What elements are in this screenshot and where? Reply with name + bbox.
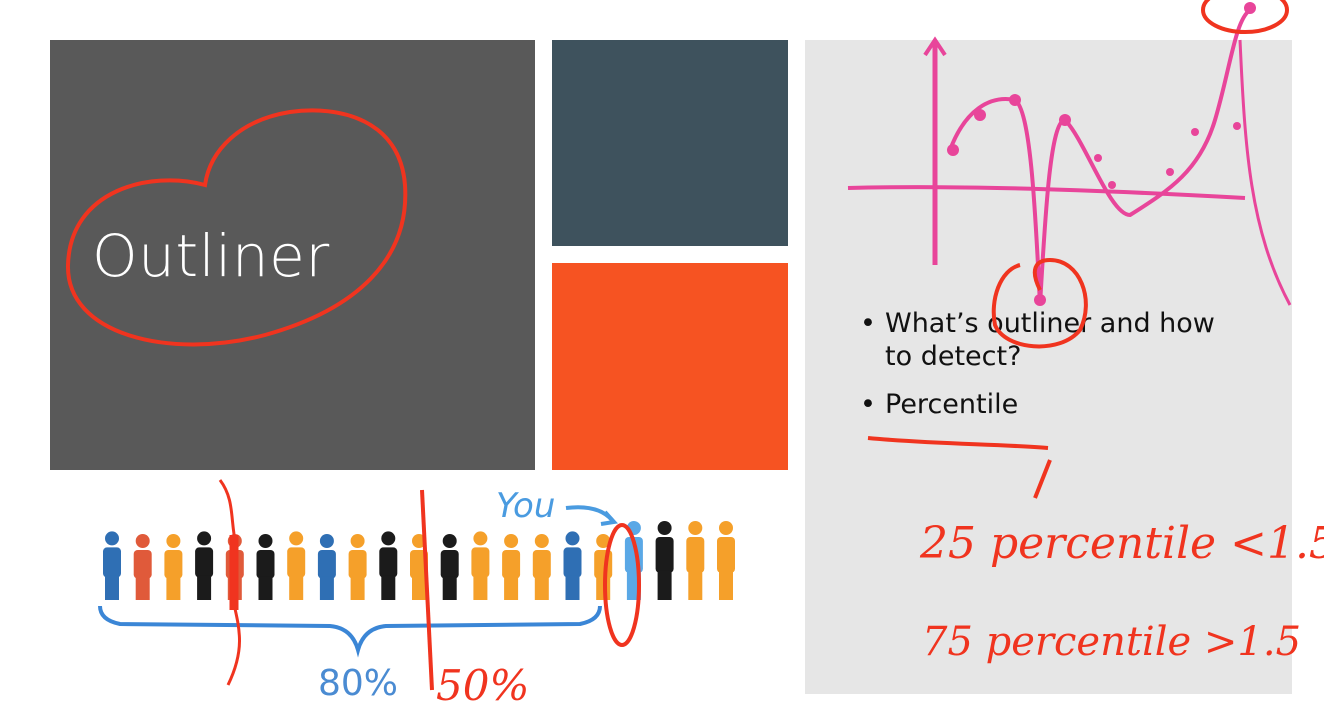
median-line-ink [420, 489, 434, 691]
person-icon [717, 521, 735, 600]
person-icon [686, 521, 705, 600]
person-icon [348, 534, 367, 600]
you-circle-ink [603, 523, 641, 647]
person-icon [532, 534, 551, 600]
bullet-list: What’s outliner and how to detect? Perce… [860, 307, 1225, 436]
you-label: You [496, 486, 555, 526]
you-arrow [565, 505, 614, 522]
bullet-item: What’s outliner and how to detect? [860, 307, 1225, 373]
fifty-percent-note: 50% [436, 661, 529, 710]
cut-line-ink [218, 479, 241, 686]
person-icon [103, 531, 121, 600]
person-icon [195, 531, 214, 600]
bullet-text-outliner: What’s outliner and how to detect? [885, 308, 1215, 372]
person-icon [502, 534, 521, 600]
person-icon [655, 521, 674, 600]
you-arrow-head [600, 510, 618, 526]
person-icon [225, 534, 244, 600]
people-row [103, 521, 735, 600]
person-icon [133, 534, 152, 600]
person-icon [594, 534, 613, 600]
person-icon [563, 531, 582, 600]
person-icon [164, 534, 183, 600]
teal-tile [552, 40, 788, 246]
bullet-item: Percentile [860, 388, 1225, 421]
person-icon [440, 534, 459, 600]
person-icon [624, 521, 643, 600]
person-icon [379, 531, 398, 600]
percentile-brace [98, 605, 602, 658]
slide-title: Outliner [92, 222, 330, 290]
person-icon [256, 534, 275, 600]
percent-label: 80% [318, 663, 398, 704]
person-icon [287, 531, 306, 600]
person-icon [410, 534, 428, 600]
person-icon [471, 531, 490, 600]
bullet-text-percentile: Percentile [885, 389, 1019, 420]
peak-circle-ink [1201, 0, 1289, 34]
person-icon [317, 534, 336, 600]
orange-tile [552, 263, 788, 470]
